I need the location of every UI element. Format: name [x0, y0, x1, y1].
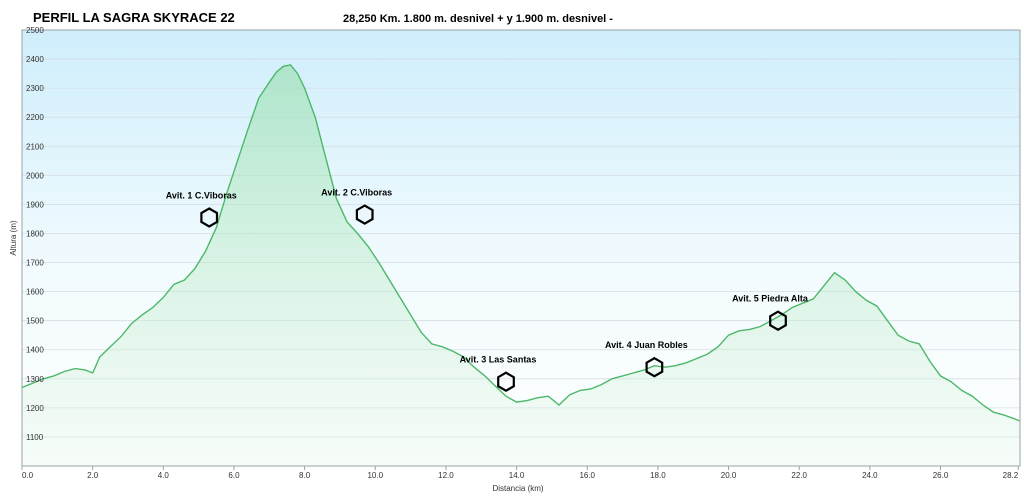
y-tick-label: 1300 — [26, 375, 44, 384]
x-tick-label: 22.0 — [791, 471, 807, 480]
x-tick-label: 0.0 — [22, 471, 34, 480]
aid-station-hexagon-icon — [355, 204, 374, 225]
x-tick-label: 28.2 — [1003, 471, 1019, 480]
x-tick-label: 16.0 — [579, 471, 595, 480]
aid-station-label: Avit. 2 C.Viboras — [321, 188, 392, 198]
aid-station-label: Avit. 1 C.Viboras — [166, 190, 237, 200]
y-tick-label: 1800 — [26, 229, 44, 238]
y-tick-label: 2200 — [26, 113, 44, 122]
x-tick-label: 24.0 — [862, 471, 878, 480]
chart-title: PERFIL LA SAGRA SKYRACE 22 — [33, 10, 235, 25]
aid-station-hexagon-icon — [497, 371, 515, 392]
x-tick-label: 8.0 — [299, 471, 311, 480]
y-tick-label: 1100 — [26, 433, 44, 442]
y-tick-label: 2000 — [26, 171, 44, 180]
x-tick-label: 18.0 — [650, 471, 666, 480]
x-axis-label: Distancia (km) — [492, 484, 543, 493]
elevation-line — [21, 64, 1021, 422]
y-tick-label: 1200 — [26, 404, 44, 413]
x-tick-label: 10.0 — [367, 471, 383, 480]
x-tick-label: 20.0 — [721, 471, 737, 480]
y-axis-label: Altura (m) — [9, 220, 18, 255]
x-axis-ticks: 0.0 2.0 4.0 6.0 8.0 10.0 12.0 14.0 16.0 18.0 20.0 2… — [21, 466, 1019, 480]
y-tick-label: 1700 — [26, 259, 44, 268]
chart-subtitle: 28,250 Km. 1.800 m. desnivel + y 1.900 m… — [343, 13, 613, 25]
x-tick-label: 2.0 — [87, 471, 99, 480]
elevation-area — [22, 64, 1020, 467]
aid-station-label: Avit. 4 Juan Robles — [605, 340, 688, 350]
y-tick-label: 1500 — [26, 317, 44, 326]
x-tick-label: 14.0 — [509, 471, 525, 480]
x-tick-label: 12.0 — [438, 471, 454, 480]
y-axis-ticks: 1100 1200 1300 1400 1500 1600 1700 1800 1900 2000… — [26, 26, 44, 442]
y-tick-label: 1400 — [26, 346, 44, 355]
y-tick-label: 2100 — [26, 142, 44, 151]
y-tick-label: 2500 — [26, 26, 44, 35]
plot-frame — [21, 29, 1021, 467]
annotations: Avit. 1 C.Viboras Avit. 2 C.Viboras Avit. … — [166, 188, 809, 392]
x-tick-label: 6.0 — [228, 471, 240, 480]
y-tick-label: 2400 — [26, 55, 44, 64]
aid-station-label: Avit. 5 Piedra Alta — [732, 294, 809, 304]
aid-station-hexagon-icon — [769, 310, 787, 331]
y-tick-label: 1900 — [26, 200, 44, 209]
y-tick-label: 1600 — [26, 288, 44, 297]
y-tick-label: 2300 — [26, 84, 44, 93]
x-tick-label: 4.0 — [158, 471, 170, 480]
aid-station-label: Avit. 3 Las Santas — [460, 355, 537, 365]
aid-station-hexagon-icon — [645, 356, 664, 378]
x-tick-label: 26.0 — [933, 471, 949, 480]
aid-station-hexagon-icon — [200, 207, 219, 228]
